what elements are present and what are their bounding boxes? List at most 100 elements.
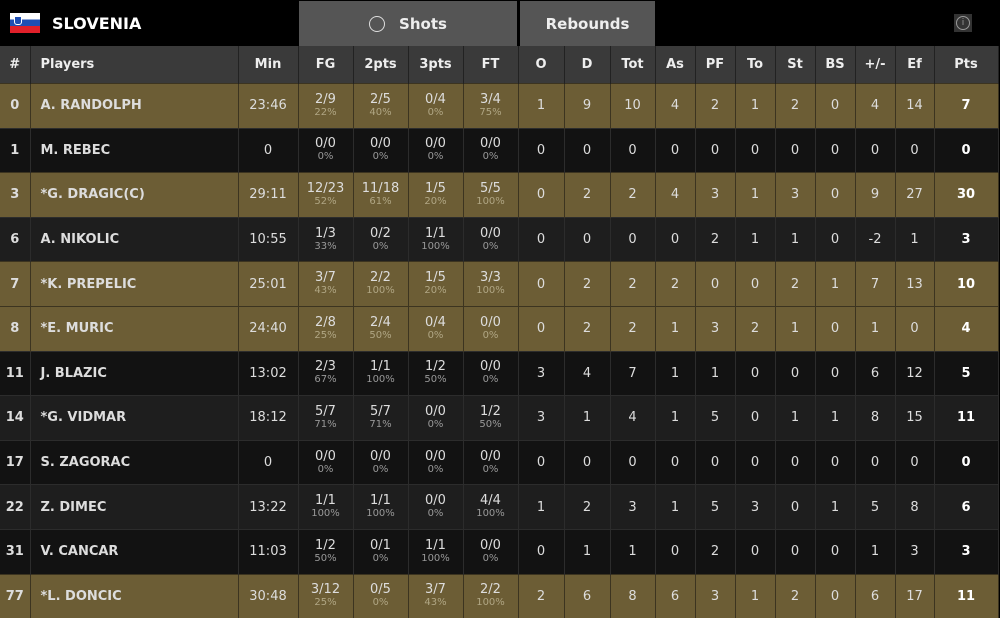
three-pointers: 0/0 0% [408, 439, 464, 485]
player-row[interactable]: 0 A. RANDOLPH 23:46 2/9 22% 2/5 40% 0/4 0% 3/4 75%… [0, 83, 999, 129]
percentage: 0% [482, 240, 499, 252]
defensive-rebounds: 2 [564, 172, 611, 218]
player-row[interactable]: 11 J. BLAZIC 13:02 2/3 67% 1/1 100% 1/2 50% 0/0 0%… [0, 350, 999, 396]
made-attempted: 1/1 [425, 225, 446, 241]
player-name: J. BLAZIC [30, 350, 239, 396]
info-button[interactable]: i [954, 14, 972, 32]
plus-minus: -2 [855, 216, 896, 262]
percentage: 0% [427, 151, 444, 163]
points: 10 [934, 261, 999, 307]
turnovers: 0 [735, 350, 776, 396]
three-pointers: 0/0 0% [408, 395, 464, 441]
made-attempted: 2/8 [315, 314, 336, 330]
made-attempted: 0/0 [425, 448, 446, 464]
player-row[interactable]: 77 *L. DONCIC 30:48 3/12 25% 0/5 0% 3/7 43% 2/2 10… [0, 573, 999, 618]
points: 0 [934, 439, 999, 485]
plus-minus: 1 [855, 305, 896, 352]
assists: 0 [655, 528, 696, 575]
column-header[interactable]: 3pts [408, 46, 464, 84]
turnovers: 1 [735, 216, 776, 262]
column-header[interactable]: St [775, 46, 816, 84]
made-attempted: 0/1 [370, 537, 391, 553]
player-number: 1 [0, 127, 31, 173]
percentage: 0% [317, 151, 334, 163]
player-row[interactable]: 3 *G. DRAGIC(C) 29:11 12/23 52% 11/18 61% 1/5 20… [0, 172, 999, 218]
percentage: 0% [482, 329, 499, 341]
info-icon: i [956, 16, 970, 30]
player-row[interactable]: 7 *K. PREPELIC 25:01 3/7 43% 2/2 100% 1/5 20% 3/3… [0, 261, 999, 307]
assists: 4 [655, 83, 696, 129]
field-goals: 1/1 100% [298, 484, 354, 530]
free-throws: 0/0 0% [463, 439, 519, 485]
field-goals: 2/8 25% [298, 305, 354, 352]
personal-fouls: 2 [695, 216, 736, 262]
column-header[interactable]: To [735, 46, 776, 84]
player-row[interactable]: 6 A. NIKOLIC 10:55 1/3 33% 0/2 0% 1/1 100% 0/0 0% 0… [0, 216, 999, 262]
player-number: 17 [0, 439, 31, 485]
percentage: 0% [427, 508, 444, 520]
plus-minus: 8 [855, 395, 896, 441]
personal-fouls: 3 [695, 573, 736, 618]
total-rebounds: 4 [610, 395, 656, 441]
column-header[interactable]: D [564, 46, 611, 84]
plus-minus: 5 [855, 484, 896, 530]
efficiency: 0 [895, 127, 935, 173]
plus-minus: 7 [855, 261, 896, 307]
made-attempted: 1/3 [315, 225, 336, 241]
column-header[interactable]: BS [815, 46, 856, 84]
defensive-rebounds: 0 [564, 216, 611, 262]
made-attempted: 3/3 [480, 270, 501, 286]
player-row[interactable]: 22 Z. DIMEC 13:22 1/1 100% 1/1 100% 0/0 0% 4/4 100… [0, 484, 999, 530]
player-row[interactable]: 31 V. CANCAR 11:03 1/2 50% 0/1 0% 1/1 100% 0/0 0% 0… [0, 528, 999, 575]
player-name: V. CANCAR [30, 528, 239, 575]
minutes: 13:02 [238, 350, 299, 396]
percentage: 20% [424, 285, 447, 297]
percentage: 0% [427, 418, 444, 430]
percentage: 71% [369, 418, 392, 430]
column-header[interactable]: Pts [934, 46, 999, 84]
made-attempted: 0/0 [480, 225, 501, 241]
player-name: A. NIKOLIC [30, 216, 239, 262]
efficiency: 13 [895, 261, 935, 307]
assists: 6 [655, 573, 696, 618]
defensive-rebounds: 2 [564, 261, 611, 307]
column-header[interactable]: +/- [855, 46, 896, 84]
minutes: 11:03 [238, 528, 299, 575]
total-rebounds: 0 [610, 216, 656, 262]
points: 7 [934, 83, 999, 129]
player-name: M. REBEC [30, 127, 239, 173]
column-header[interactable]: Players [30, 46, 239, 84]
two-pointers: 0/5 0% [353, 573, 409, 618]
percentage: 0% [482, 463, 499, 475]
column-header[interactable]: FG [298, 46, 354, 84]
player-row[interactable]: 17 S. ZAGORAC 0 0/0 0% 0/0 0% 0/0 0% 0/0 0% 0 0 0 0 0 0 0… [0, 439, 999, 485]
plus-minus: 1 [855, 528, 896, 575]
made-attempted: 1/1 [315, 493, 336, 509]
total-rebounds: 0 [610, 439, 656, 485]
column-header[interactable]: Min [238, 46, 299, 84]
player-row[interactable]: 8 *E. MURIC 24:40 2/8 25% 2/4 50% 0/4 0% 0/0 0% 0 2 2… [0, 305, 999, 352]
column-header[interactable]: FT [463, 46, 519, 84]
tab-shots[interactable]: Shots [299, 1, 517, 46]
column-header[interactable]: 2pts [353, 46, 409, 84]
personal-fouls: 2 [695, 528, 736, 575]
minutes: 25:01 [238, 261, 299, 307]
offensive-rebounds: 0 [518, 261, 565, 307]
made-attempted: 2/2 [370, 270, 391, 286]
column-header[interactable]: # [0, 46, 31, 84]
player-row[interactable]: 14 *G. VIDMAR 18:12 5/7 71% 5/7 71% 0/0 0% 1/2 50%… [0, 395, 999, 441]
player-row[interactable]: 1 M. REBEC 0 0/0 0% 0/0 0% 0/0 0% 0/0 0% 0 0 0 0 0 0 0 0 0 0… [0, 127, 999, 173]
column-header[interactable]: PF [695, 46, 736, 84]
personal-fouls: 2 [695, 83, 736, 129]
free-throws: 3/4 75% [463, 83, 519, 129]
tab-rebounds[interactable]: Rebounds [520, 1, 655, 46]
free-throws: 0/0 0% [463, 528, 519, 575]
column-header[interactable]: O [518, 46, 565, 84]
made-attempted: 1/5 [425, 180, 446, 196]
tab-shots-label: Shots [399, 14, 447, 33]
column-header[interactable]: Tot [610, 46, 656, 84]
player-number: 14 [0, 395, 31, 441]
made-attempted: 1/2 [480, 403, 501, 419]
column-header[interactable]: Ef [895, 46, 935, 84]
column-header[interactable]: As [655, 46, 696, 84]
